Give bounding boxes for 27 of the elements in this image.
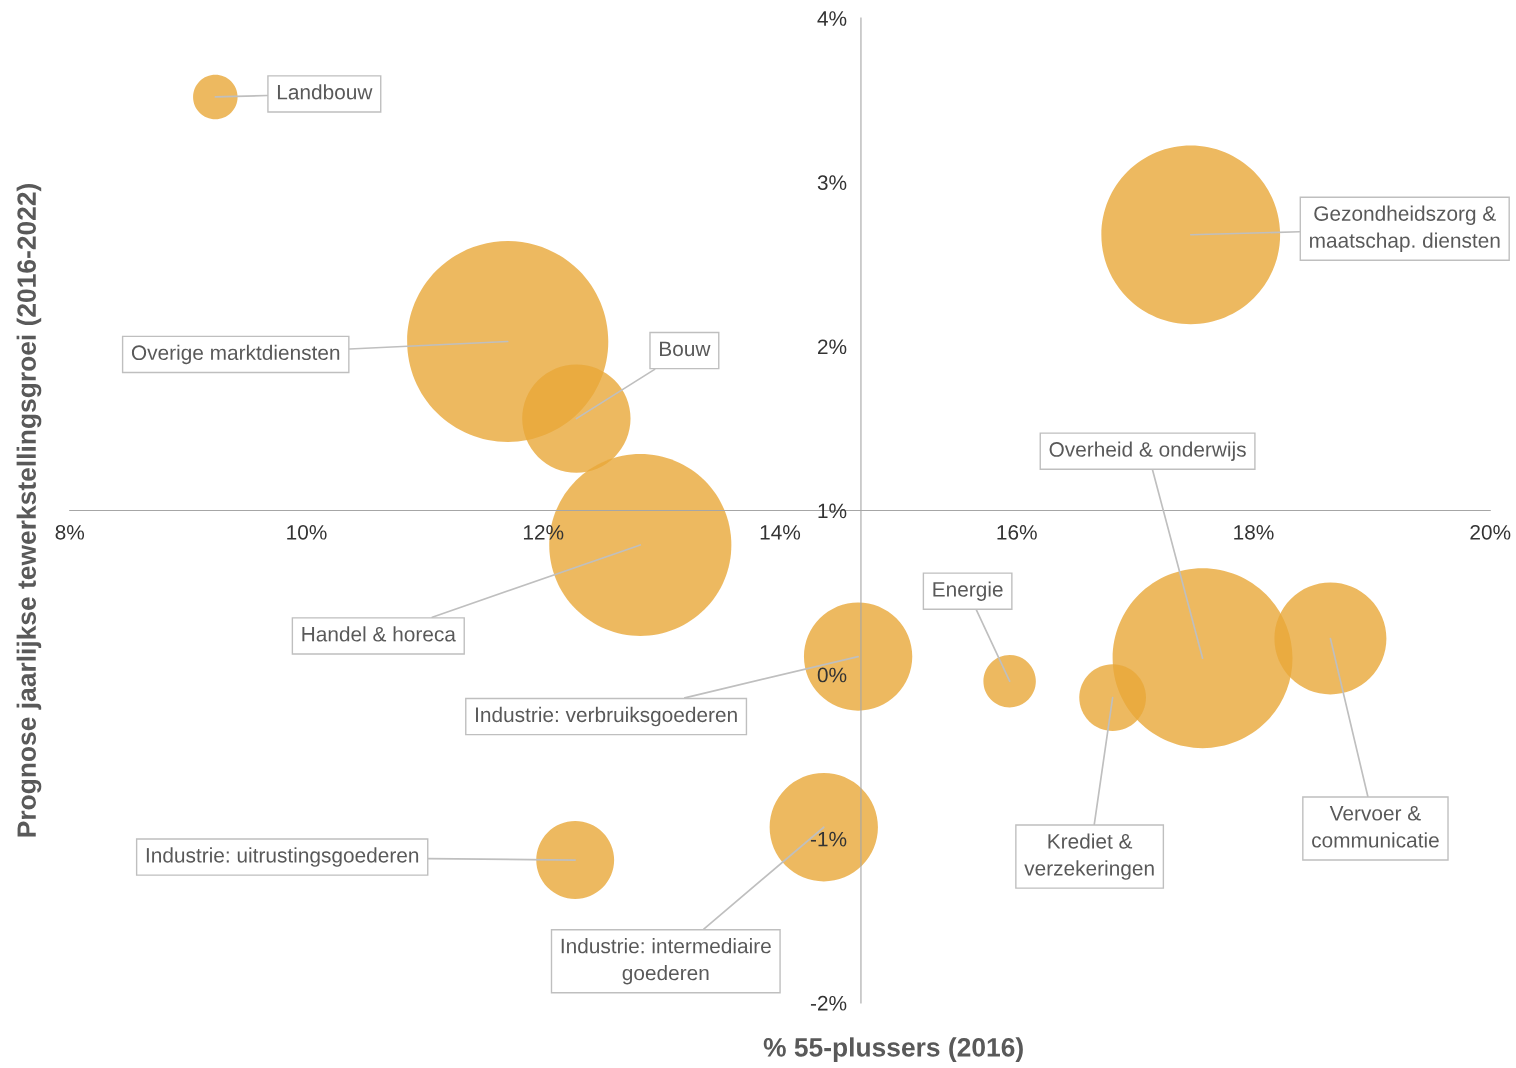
- y-tick-label: 4%: [817, 11, 847, 26]
- x-tick-label: 16%: [997, 524, 1037, 540]
- annotation: Handel & horeca: [302, 626, 456, 642]
- y-tick-label: 2%: [818, 339, 847, 355]
- x-tick-label: 10%: [287, 524, 327, 540]
- annotation: Overheid & onderwijs: [1049, 441, 1246, 461]
- y-axis-title: Prognose jaarlijkse tewerkstellingsgroei (2016-2022): [16, 183, 42, 837]
- annotation: Energie: [933, 581, 1003, 601]
- x-tick-label: 8%: [55, 524, 85, 540]
- x-tick-label: 18%: [1234, 524, 1274, 540]
- annotation: Vervoer & communicatie: [1312, 806, 1439, 848]
- y-tick-label: -2%: [810, 995, 847, 1011]
- annotation: Industrie: uitrustingsgoederen: [146, 847, 419, 867]
- annotation: Krediet & verzekeringen: [1024, 833, 1154, 880]
- y-tick-label: 3%: [817, 175, 847, 191]
- y-tick-label: -1%: [810, 831, 847, 847]
- annotation: Industrie: verbruiksgoederen: [476, 706, 737, 727]
- annotation: Bouw: [660, 341, 711, 357]
- annotation: Landbouw: [277, 84, 373, 100]
- x-tick-label: 14%: [760, 525, 801, 540]
- annotation: Industrie: intermediaire goederen: [561, 938, 771, 985]
- annotation: Gezondheidszorg & maatschap. diensten: [1310, 205, 1500, 252]
- y-tick-label: 0%: [817, 667, 847, 683]
- y-tick-label: 1%: [818, 503, 847, 519]
- annotation: Overige marktdiensten: [131, 344, 340, 365]
- x-tick-label: 20%: [1470, 524, 1511, 540]
- x-axis-title: % 55-plussers (2016): [763, 1037, 1023, 1062]
